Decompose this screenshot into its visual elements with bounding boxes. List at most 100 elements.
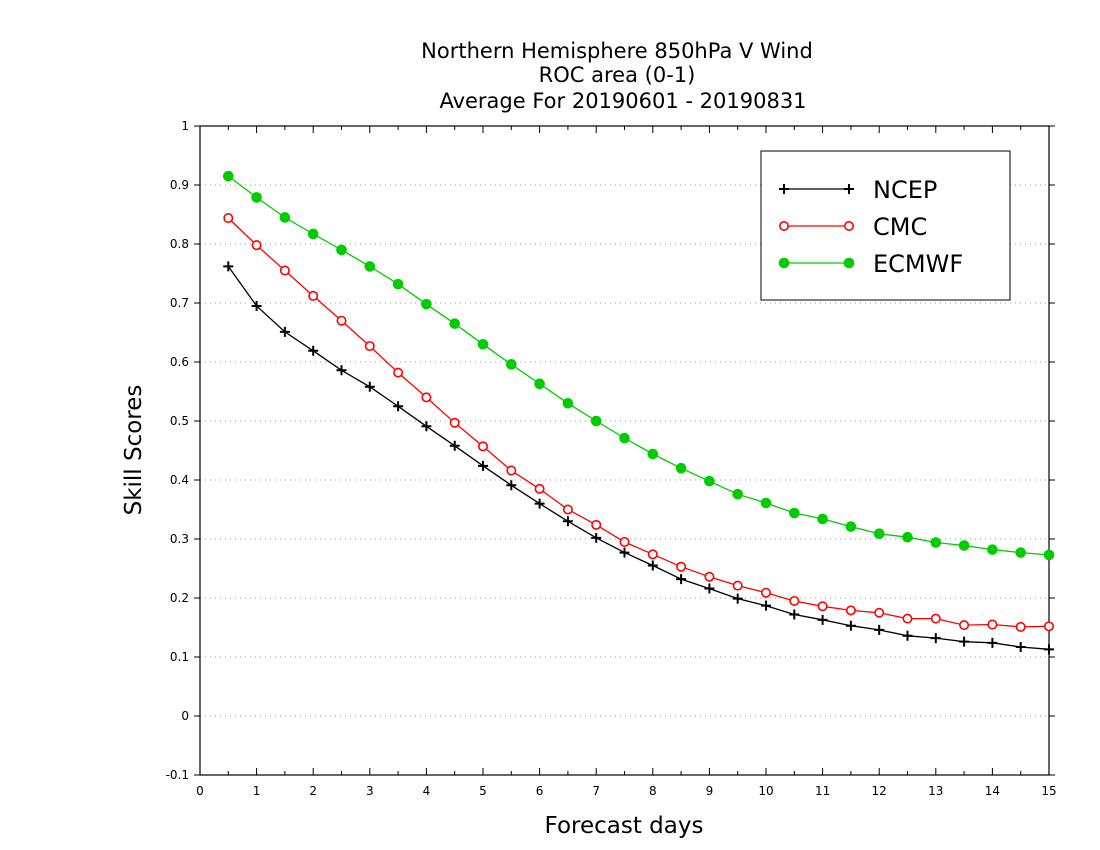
data-point	[307, 228, 319, 240]
data-point	[732, 488, 744, 500]
legend: NCEP CMC ECMWF	[760, 150, 1011, 301]
series-cmc	[223, 213, 1055, 632]
x-tick-label: 4	[423, 784, 431, 798]
data-point	[1015, 547, 1027, 558]
data-point	[987, 637, 998, 648]
data-point	[562, 398, 574, 409]
data-point	[591, 532, 602, 543]
data-point	[534, 483, 545, 494]
data-point	[844, 184, 854, 194]
data-point	[817, 601, 828, 612]
data-point	[251, 300, 262, 311]
data-point	[843, 221, 854, 232]
data-point	[562, 504, 573, 515]
data-point	[873, 528, 885, 539]
data-point	[279, 326, 290, 337]
y-tick-label: 1	[181, 119, 189, 133]
x-tick-label: 9	[706, 784, 714, 798]
series-ncep	[223, 261, 1054, 655]
data-point	[251, 192, 262, 203]
data-point	[930, 537, 942, 548]
data-point	[874, 607, 885, 618]
data-point	[478, 460, 488, 471]
x-tick-label: 1	[253, 784, 261, 798]
y-tick-label: 0	[181, 709, 189, 723]
data-point	[223, 213, 234, 224]
x-tick-label: 11	[815, 784, 830, 798]
x-tick-label: 7	[592, 784, 600, 798]
data-point	[1015, 641, 1026, 652]
data-point	[958, 540, 970, 551]
data-point	[843, 257, 855, 269]
title-line-2: ROC area (0-1)	[539, 63, 696, 87]
data-point	[421, 421, 432, 432]
data-point	[789, 507, 800, 519]
data-point	[817, 513, 828, 525]
data-point	[845, 605, 856, 616]
data-point	[421, 392, 432, 403]
y-tick-label: 0.1	[170, 650, 189, 664]
data-point	[364, 381, 375, 392]
title-line-3: Average For 20190601 - 20190831	[439, 89, 806, 113]
data-point	[676, 561, 687, 572]
x-tick-label: 12	[872, 784, 887, 798]
legend-item-cmc: CMC	[778, 213, 927, 241]
data-point	[477, 339, 489, 350]
data-point	[336, 365, 347, 376]
data-point	[393, 401, 404, 412]
data-point	[619, 432, 630, 444]
series-line	[227, 266, 1050, 650]
data-point	[902, 630, 913, 641]
x-tick-label: 2	[309, 784, 317, 798]
axis-ticks	[194, 125, 1055, 776]
x-tick-label: 15	[1041, 784, 1056, 798]
data-point	[704, 583, 715, 594]
data-point	[1043, 549, 1055, 561]
data-point	[619, 536, 630, 547]
data-point	[761, 600, 771, 611]
x-tick-label: 8	[649, 784, 657, 798]
x-axis-tick-labels: 0 1 2 3 4 5 6 7 8 9 10 11 12 13 14 15	[196, 784, 1056, 798]
y-tick-label: 0.6	[170, 355, 189, 369]
data-point	[534, 498, 545, 509]
data-point	[421, 298, 432, 310]
data-point	[1044, 621, 1055, 632]
legend-label: CMC	[873, 213, 927, 241]
data-point	[874, 624, 885, 635]
data-point	[732, 593, 743, 604]
data-point	[987, 544, 998, 555]
legend-items: NCEP CMC ECMWF	[778, 176, 963, 278]
data-point	[506, 480, 517, 491]
data-point	[336, 244, 347, 256]
data-point	[817, 614, 828, 625]
data-point	[279, 265, 290, 276]
data-point	[393, 367, 404, 378]
data-point	[251, 240, 262, 251]
data-point	[449, 318, 461, 329]
data-point	[1044, 644, 1054, 655]
data-point	[845, 620, 856, 631]
data-point	[449, 417, 460, 428]
data-point	[779, 184, 789, 194]
data-point	[364, 341, 375, 352]
x-tick-label: 14	[985, 784, 1000, 798]
data-point	[789, 595, 800, 606]
y-axis-label: Skill Scores	[121, 385, 147, 516]
x-axis-label: Forecast days	[545, 813, 704, 839]
data-point	[562, 516, 573, 527]
y-tick-label: 0.4	[170, 473, 189, 487]
x-tick-label: 10	[758, 784, 773, 798]
data-point	[902, 531, 913, 543]
data-point	[676, 574, 687, 585]
data-point	[308, 290, 319, 301]
data-point	[647, 560, 658, 571]
data-point	[704, 571, 715, 582]
y-tick-label: 0.5	[170, 414, 189, 428]
data-point	[845, 521, 857, 532]
data-point	[778, 221, 789, 232]
y-tick-label: 0.2	[170, 591, 189, 605]
data-point	[902, 613, 913, 624]
data-point	[675, 462, 687, 474]
y-tick-label: 0.8	[170, 237, 189, 251]
